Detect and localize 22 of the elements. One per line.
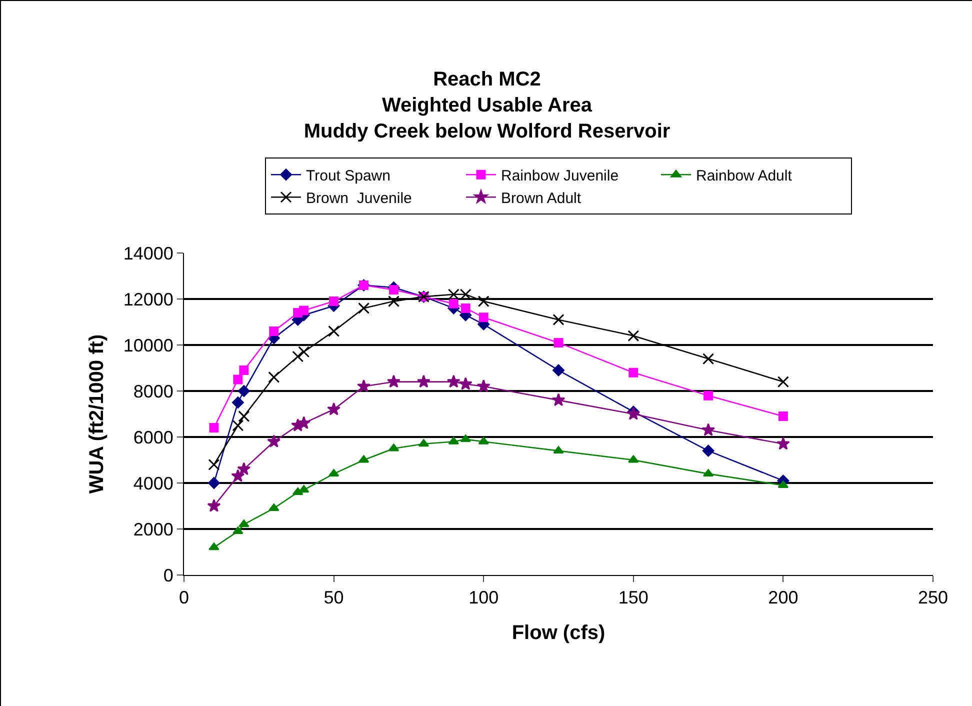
x-tick-label: 250	[918, 588, 948, 608]
x-tick-label: 50	[324, 588, 344, 608]
y-tick-label: 10000	[123, 335, 174, 356]
legend-label: Brown Juvenile	[306, 190, 412, 207]
y-tick-label: 6000	[133, 427, 174, 448]
legend-label: Rainbow Adult	[696, 167, 793, 184]
y-tick-label: 0	[163, 565, 174, 586]
legend-label: Brown Adult	[501, 190, 582, 207]
x-tick-label: 0	[178, 588, 190, 608]
y-tick-label: 12000	[123, 289, 174, 310]
y-tick-label: 8000	[133, 381, 174, 402]
y-axis-title: WUA (ft2/1000 ft)	[86, 334, 108, 494]
chart-title: Reach MC2 Weighted Usable Area Muddy Creek below Wolford Reservoir	[304, 68, 670, 143]
x-tick-label: 200	[768, 588, 798, 608]
y-tick-label: 4000	[133, 473, 174, 494]
legend-label: Trout Spawn	[306, 167, 390, 184]
x-axis-title: Flow (cfs)	[512, 622, 606, 644]
y-tick-label: 2000	[133, 519, 174, 540]
y-tick-label: 14000	[123, 243, 174, 264]
x-tick-label: 100	[468, 588, 499, 608]
x-tick-label: 150	[618, 588, 648, 608]
legend-label: Rainbow Juvenile	[501, 167, 619, 184]
